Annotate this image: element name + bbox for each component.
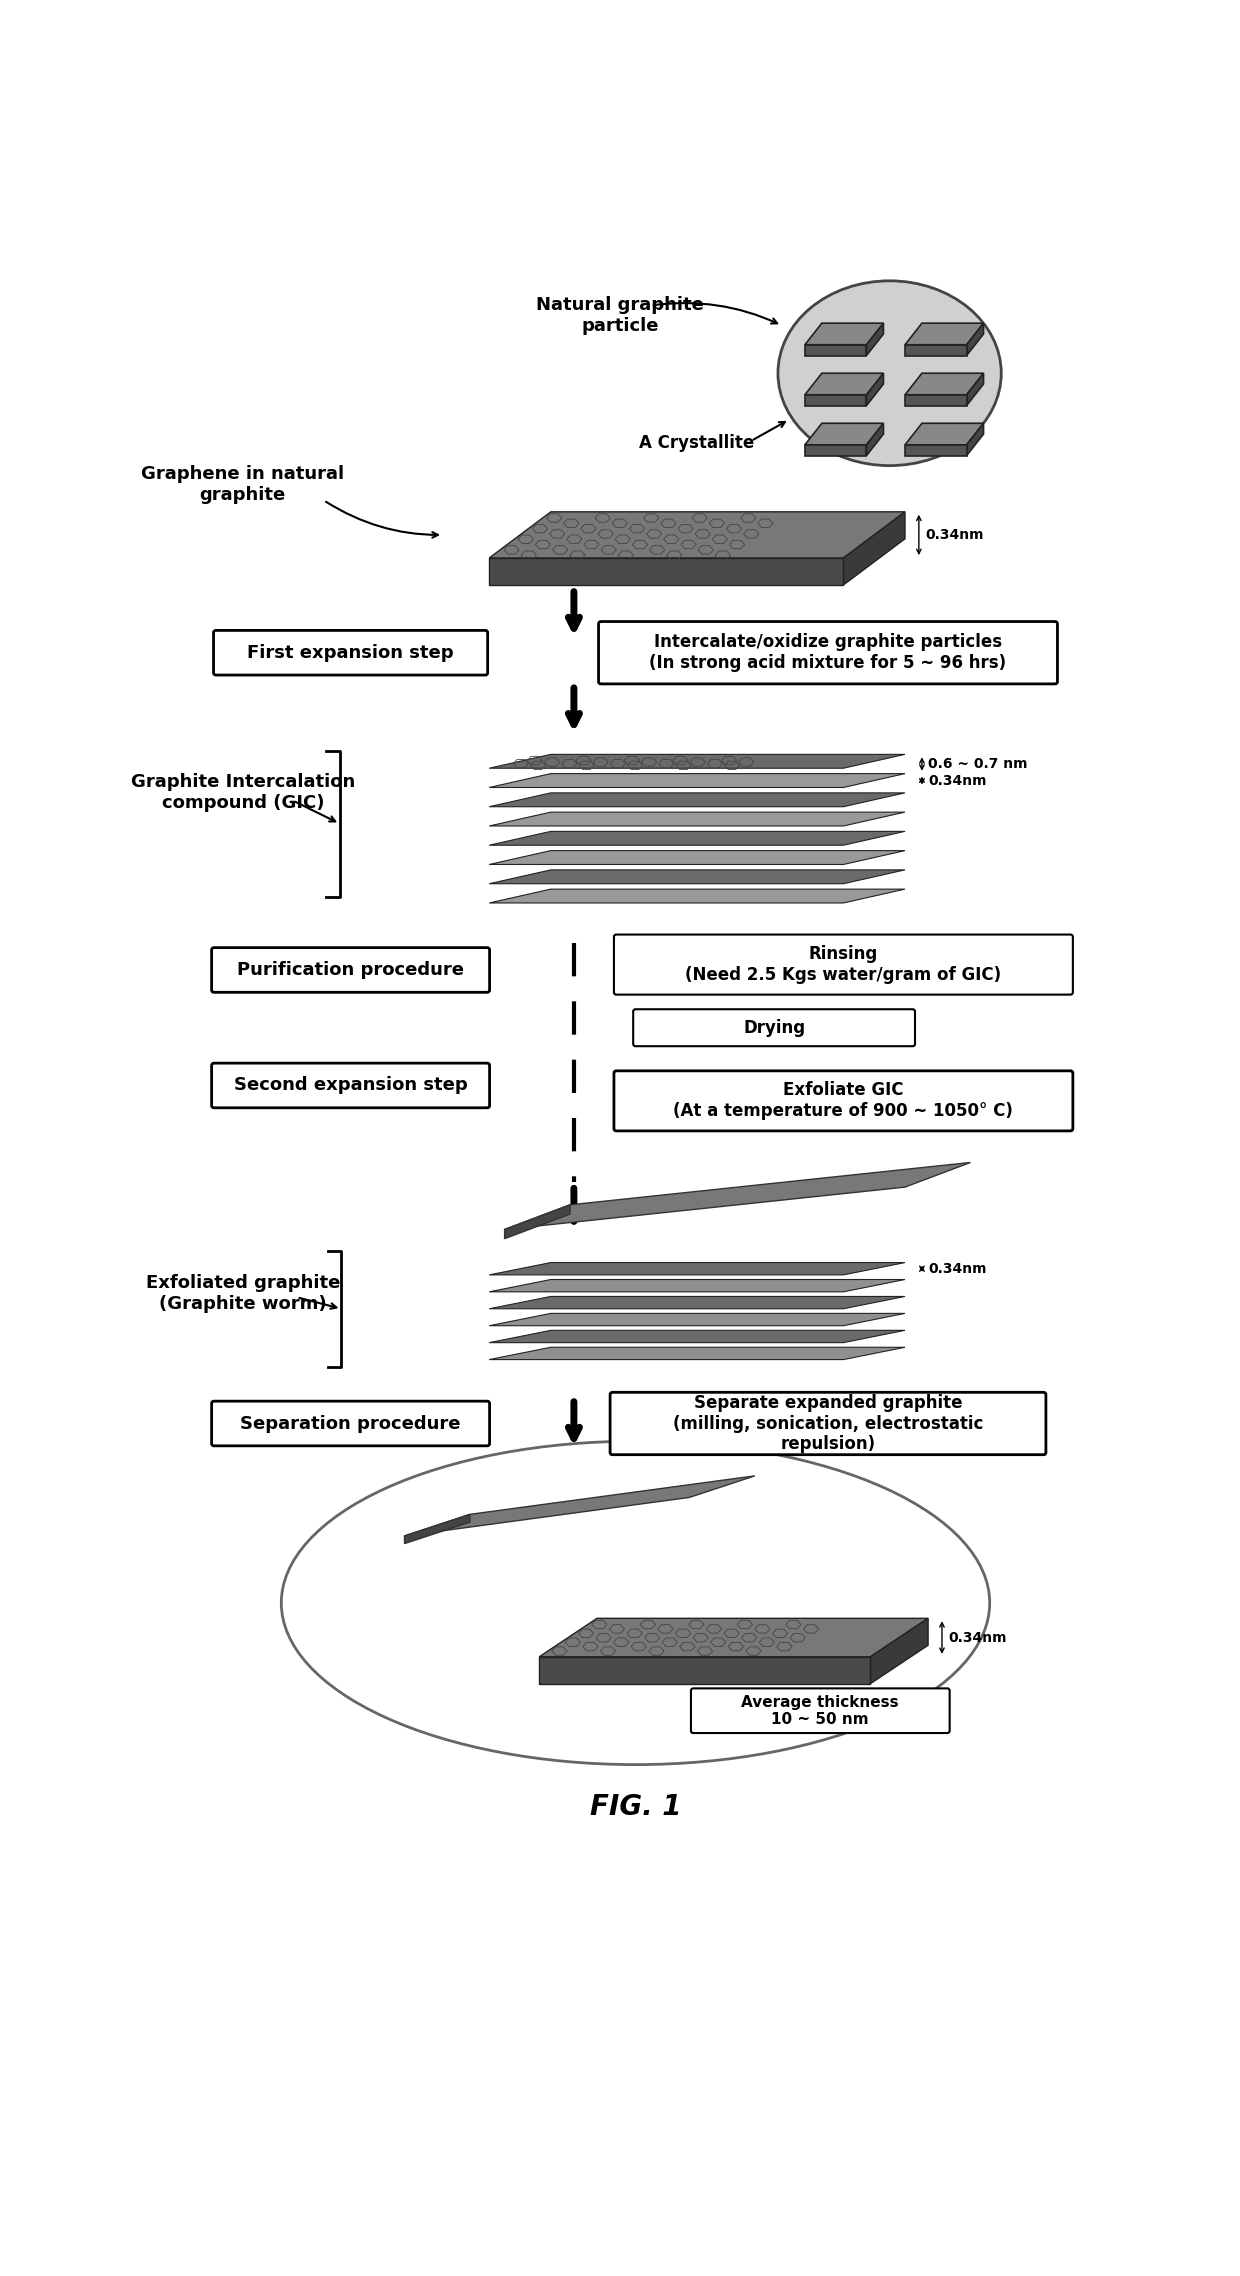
Polygon shape (539, 1618, 928, 1657)
Polygon shape (905, 373, 983, 394)
Text: Graphite Intercalation
compound (GIC): Graphite Intercalation compound (GIC) (130, 774, 355, 813)
FancyBboxPatch shape (599, 621, 1058, 683)
Polygon shape (404, 1514, 470, 1543)
Polygon shape (805, 444, 867, 455)
Text: First expansion step: First expansion step (247, 644, 454, 662)
Polygon shape (490, 512, 905, 558)
FancyBboxPatch shape (610, 1393, 1045, 1454)
Polygon shape (490, 813, 905, 826)
Text: Drying: Drying (743, 1020, 805, 1038)
Polygon shape (490, 1279, 905, 1293)
Polygon shape (805, 344, 867, 355)
Text: Exfoliate GIC
(At a temperature of 900 ~ 1050° C): Exfoliate GIC (At a temperature of 900 ~… (673, 1081, 1013, 1120)
Polygon shape (867, 373, 883, 405)
Polygon shape (843, 512, 905, 585)
Text: Graphene in natural
graphite: Graphene in natural graphite (141, 467, 345, 505)
Polygon shape (490, 558, 843, 585)
Text: 0.34nm: 0.34nm (928, 1261, 987, 1277)
Polygon shape (490, 1331, 905, 1343)
Polygon shape (805, 373, 883, 394)
Text: Purification procedure: Purification procedure (237, 960, 464, 979)
Ellipse shape (281, 1441, 990, 1764)
Polygon shape (905, 323, 983, 344)
FancyBboxPatch shape (213, 630, 487, 676)
Polygon shape (967, 423, 983, 455)
Text: A Crystallite: A Crystallite (640, 432, 755, 451)
Text: Average thickness
10 ~ 50 nm: Average thickness 10 ~ 50 nm (742, 1696, 899, 1727)
Polygon shape (505, 1163, 971, 1229)
Polygon shape (805, 394, 867, 405)
FancyBboxPatch shape (212, 1063, 490, 1108)
Polygon shape (490, 869, 905, 883)
Polygon shape (490, 1297, 905, 1309)
Polygon shape (967, 323, 983, 355)
Polygon shape (905, 423, 983, 444)
Polygon shape (404, 1475, 755, 1536)
Polygon shape (805, 423, 883, 444)
Polygon shape (490, 753, 905, 769)
Polygon shape (490, 851, 905, 865)
Text: 0.34nm: 0.34nm (925, 528, 983, 542)
Text: Separate expanded graphite
(milling, sonication, electrostatic
repulsion): Separate expanded graphite (milling, son… (673, 1393, 983, 1454)
Polygon shape (505, 1204, 570, 1238)
Polygon shape (490, 774, 905, 787)
FancyBboxPatch shape (614, 1070, 1073, 1131)
Ellipse shape (777, 280, 1001, 467)
FancyBboxPatch shape (634, 1008, 915, 1047)
Text: 0.6 ~ 0.7 nm: 0.6 ~ 0.7 nm (928, 758, 1028, 772)
Text: Second expansion step: Second expansion step (233, 1077, 467, 1095)
Text: Separation procedure: Separation procedure (241, 1413, 461, 1432)
Polygon shape (490, 1263, 905, 1275)
Polygon shape (867, 423, 883, 455)
Text: FIG. 1: FIG. 1 (590, 1793, 681, 1821)
Polygon shape (967, 373, 983, 405)
FancyBboxPatch shape (614, 935, 1073, 995)
Polygon shape (490, 831, 905, 844)
Polygon shape (539, 1657, 870, 1684)
Polygon shape (490, 1347, 905, 1359)
Text: Natural graphite
particle: Natural graphite particle (536, 296, 704, 335)
Polygon shape (870, 1618, 928, 1684)
Text: 0.34nm: 0.34nm (949, 1630, 1007, 1646)
Text: 0.34nm: 0.34nm (928, 774, 987, 787)
Text: Intercalate/oxidize graphite particles
(In strong acid mixture for 5 ~ 96 hrs): Intercalate/oxidize graphite particles (… (650, 633, 1007, 671)
Polygon shape (805, 323, 883, 344)
Text: Rinsing
(Need 2.5 Kgs water/gram of GIC): Rinsing (Need 2.5 Kgs water/gram of GIC) (686, 945, 1002, 983)
Polygon shape (905, 394, 967, 405)
Text: Exfoliated graphite
(Graphite worm): Exfoliated graphite (Graphite worm) (145, 1275, 340, 1313)
Polygon shape (490, 792, 905, 806)
FancyBboxPatch shape (212, 1402, 490, 1445)
Polygon shape (867, 323, 883, 355)
FancyBboxPatch shape (691, 1689, 950, 1732)
Polygon shape (490, 890, 905, 904)
Polygon shape (905, 444, 967, 455)
Polygon shape (490, 1313, 905, 1325)
FancyBboxPatch shape (212, 947, 490, 992)
Polygon shape (905, 344, 967, 355)
